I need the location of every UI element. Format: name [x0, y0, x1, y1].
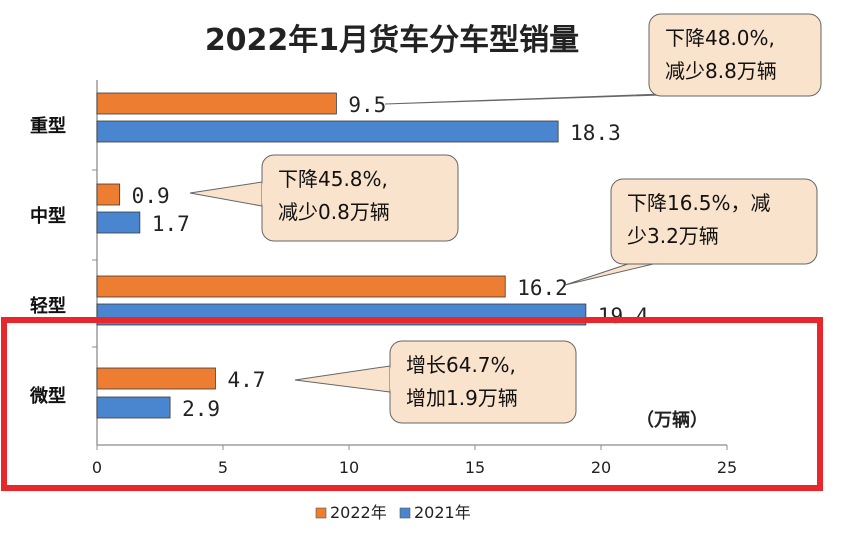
x-tick-label: 5 [218, 458, 228, 477]
callout-text: 减少8.8万辆 [665, 59, 777, 83]
y-category-label: 中型 [30, 205, 66, 227]
callout-pointer-join [640, 258, 670, 259]
callout-text: 增加1.9万辆 [406, 386, 518, 410]
unit-label: （万辆） [636, 409, 708, 431]
callout-text: 下降45.8%, [278, 167, 388, 191]
bar-value-label: 2.9 [182, 397, 220, 421]
bar-value-label: 4.7 [227, 368, 265, 392]
callout-text: 少3.2万辆 [627, 224, 719, 248]
callout-pointer-join [720, 90, 752, 91]
x-tick-label: 10 [339, 458, 359, 477]
callout-pointer-join [262, 182, 264, 206]
legend: 2022年 2021年 [315, 503, 471, 522]
bar-2021 [96, 396, 171, 419]
callout-pointer-join [390, 366, 392, 392]
bars: 9.5 0.9 16.2 4.7 18.3 1.7 19.4 2.9 [96, 92, 649, 421]
callout-box [610, 178, 818, 265]
chart-title: 2022年1月货车分车型销量 [205, 23, 579, 58]
legend-label: 2022年 [330, 503, 387, 522]
callout-box [648, 13, 822, 97]
bar-2021 [96, 211, 141, 234]
legend-swatch [399, 507, 411, 519]
bar-2022 [96, 275, 506, 298]
bar-value-label: 16.2 [517, 276, 568, 300]
bar-value-label: 19.4 [598, 304, 649, 328]
bar-value-label: 18.3 [570, 121, 621, 145]
callout-pointer [294, 365, 391, 393]
bar-2022 [96, 367, 216, 390]
x-tick-label: 25 [717, 458, 737, 477]
bar-value-label: 9.5 [348, 93, 386, 117]
x-tick-label: 0 [92, 458, 102, 477]
legend-swatch [315, 507, 327, 519]
bar-value-label: 1.7 [152, 212, 190, 236]
bar-2021 [96, 120, 559, 143]
y-category-label: 轻型 [30, 295, 66, 317]
bar-2022 [96, 92, 337, 115]
x-tick-label: 20 [591, 458, 611, 477]
y-category-label: 微型 [29, 385, 66, 407]
callout-pointer [189, 181, 263, 207]
bar-value-label: 0.9 [132, 184, 170, 208]
highlight-box [1, 317, 823, 491]
callout-text: 下降16.5%，减 [627, 191, 771, 215]
y-category-label: 重型 [30, 115, 66, 137]
legend-label: 2021年 [414, 503, 471, 522]
bar-2022 [96, 183, 121, 206]
x-tick-label: 15 [465, 458, 485, 477]
callout-text: 下降48.0%, [665, 26, 775, 50]
callout-text: 减少0.8万辆 [278, 200, 390, 224]
callout-text: 增长64.7%, [406, 353, 516, 377]
